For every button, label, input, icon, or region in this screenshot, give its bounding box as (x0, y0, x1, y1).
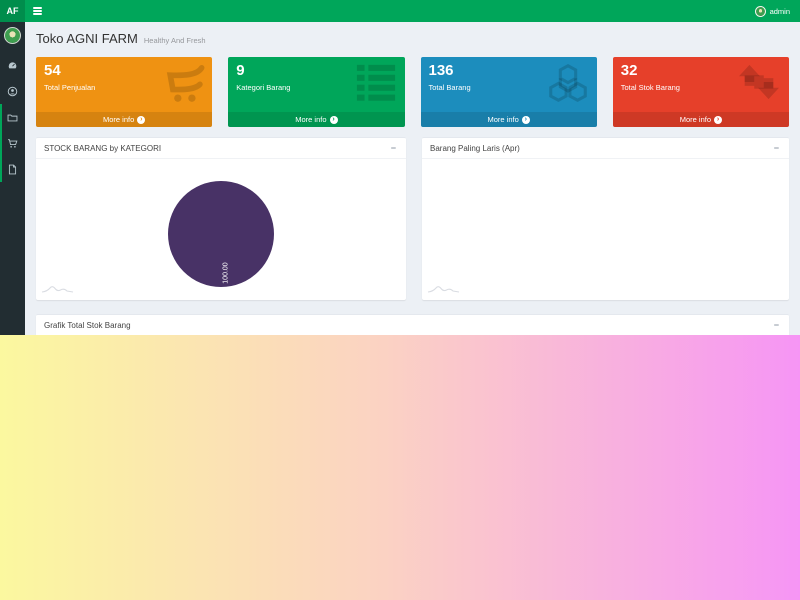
sparkline-doodle (41, 282, 75, 296)
panel-stock-barang: STOCK BARANG by KATEGORI − 100.00 (36, 137, 406, 300)
hamburger-icon (32, 7, 42, 9)
collapse-icon[interactable]: − (390, 142, 396, 153)
stat-label: Total Barang (428, 83, 471, 92)
arrow-circle-icon: › (329, 115, 338, 124)
laris-chart-empty (422, 159, 789, 300)
arrow-circle-icon: › (137, 115, 146, 124)
stat-box-stok: 32 Total Stok Barang More info › (612, 57, 789, 127)
charts-row: STOCK BARANG by KATEGORI − 100.00 Barang… (36, 137, 789, 300)
user-menu[interactable]: admin (745, 0, 800, 22)
exchange-icon (735, 61, 783, 105)
app-logo[interactable]: AF (0, 0, 25, 22)
top-navbar: AF admin (0, 0, 800, 22)
cubes-icon (545, 61, 591, 107)
page-header: Toko AGNI FARM Healthy And Fresh (36, 31, 789, 49)
page-title: Toko AGNI FARM (36, 31, 138, 46)
left-sidebar (0, 22, 25, 335)
sidebar-item-laporan[interactable] (0, 156, 25, 182)
folder-icon (7, 112, 18, 123)
tachometer-icon (7, 60, 18, 71)
more-info-link[interactable]: More info › (420, 112, 597, 127)
list-icon (353, 61, 399, 105)
stat-box-barang: 136 Total Barang More info › (420, 57, 597, 127)
panel-title: Grafik Total Stok Barang (44, 320, 131, 330)
stat-value: 54 (44, 62, 61, 79)
stat-label: Kategori Barang (236, 83, 291, 92)
sidebar-item-penjualan[interactable] (0, 130, 25, 156)
user-name: admin (769, 6, 790, 16)
stat-box-row: 54 Total Penjualan More info › 9 Kat (36, 57, 789, 127)
more-info-link[interactable]: More info › (612, 112, 789, 127)
stat-label: Total Penjualan (44, 83, 96, 92)
stat-value: 9 (236, 62, 245, 79)
page-subtitle: Healthy And Fresh (143, 36, 206, 45)
stat-value: 136 (428, 62, 454, 79)
sidebar-avatar (4, 27, 21, 44)
cart-icon (7, 138, 18, 149)
sidebar-toggle-button[interactable] (25, 0, 49, 22)
stat-box-kategori: 9 Kategori Barang More info › (228, 57, 405, 127)
stat-label: Total Stok Barang (620, 83, 680, 92)
pie-chart: 100.00 (36, 159, 406, 300)
pie-slice (168, 181, 274, 287)
pie-data-label: 100.00 (222, 262, 230, 284)
shopping-cart-icon (154, 61, 206, 107)
panel-title: Barang Paling Laris (Apr) (430, 143, 520, 153)
more-info-link[interactable]: More info › (36, 112, 213, 127)
sidebar-item-barang[interactable] (0, 104, 25, 130)
arrow-circle-icon: › (714, 115, 722, 124)
user-icon (7, 86, 18, 97)
user-avatar (754, 5, 766, 17)
collapse-icon[interactable]: − (773, 142, 779, 153)
sidebar-item-dashboard[interactable] (0, 52, 25, 78)
app-window: AF admin (0, 0, 800, 335)
stat-value: 32 (620, 62, 638, 79)
more-info-link[interactable]: More info › (228, 112, 405, 127)
sidebar-item-user[interactable] (0, 78, 25, 104)
collapse-icon[interactable]: − (773, 319, 779, 330)
panel-grafik-stok: Grafik Total Stok Barang − (36, 314, 789, 335)
panel-barang-laris: Barang Paling Laris (Apr) − (422, 137, 789, 300)
arrow-circle-icon: › (521, 115, 530, 124)
stat-box-penjualan: 54 Total Penjualan More info › (36, 57, 213, 127)
panel-title: STOCK BARANG by KATEGORI (44, 143, 162, 153)
file-icon (7, 164, 18, 175)
content-area: Toko AGNI FARM Healthy And Fresh 54 Tota… (25, 22, 800, 335)
sparkline-doodle (427, 282, 461, 296)
